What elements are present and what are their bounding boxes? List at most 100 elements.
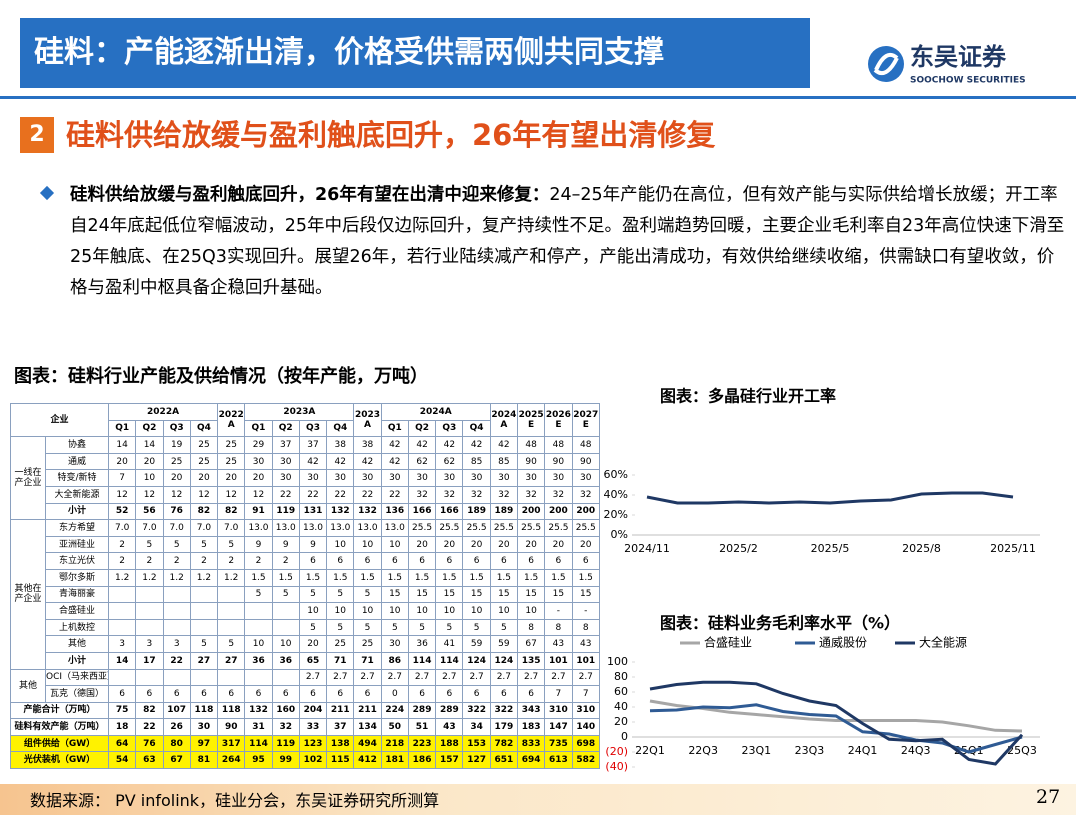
table-cell: 1.2 [217,568,246,587]
header-line: 2022 [218,410,244,421]
table-cell: 5 [244,585,273,604]
table-cell: 38 [326,436,355,454]
table-cell: 20 [162,469,191,487]
table-cell: 12 [189,485,219,504]
table-cell: 6 [162,685,191,703]
table-cell: 6 [489,552,519,570]
table-cell: 2.7 [380,668,409,687]
row-label: 亚洲硅业 [44,535,110,554]
header-cell: Q2 [271,419,300,438]
table-cell: 19 [162,436,191,454]
table-cell: 264 [217,751,246,770]
table-cell: 30 [271,452,300,471]
table-cell: 5 [326,618,355,637]
table-cell: 211 [353,701,382,720]
y-tick-label: 60% [604,468,628,481]
row-label: 光伏装机（GW） [9,751,110,770]
table-cell: 17 [135,651,164,670]
y-tick-label: 20% [604,508,628,521]
table-cell: 22 [298,485,328,504]
table-cell [271,618,300,637]
table-cell: 2.7 [435,668,464,687]
y-tick-label: 20 [614,715,628,728]
table-cell: 43 [571,635,601,653]
table-cell: 2.7 [489,668,519,687]
header-cell: 2022A [108,403,219,421]
table-cell: 5 [298,585,328,604]
table-cell: 43 [435,718,464,736]
table-cell: 613 [544,751,573,770]
header-line: E [582,420,589,431]
table-cell: 124 [462,651,491,670]
table-cell: 2.7 [516,668,546,687]
table-cell: 6 [298,552,328,570]
chart-title: 图表：多晶硅行业开工率 [660,387,836,406]
table-row: 合盛硅业 10 10 10 10 10 10 10 10 10- - [11,602,601,620]
table-cell: 13.0 [244,519,273,537]
table-cell: 1.5 [516,568,546,587]
table-cell: 82 [189,502,219,521]
table-cell: 10 [244,635,273,653]
y-tick-label: (20) [605,745,628,758]
title-bar: 硅料：产能逐渐出清，价格受供需两侧共同支撑 [20,18,810,88]
row-label: 协鑫 [44,436,110,454]
table-cell: 42 [380,452,409,471]
table-cell: 782 [489,734,519,753]
table-cell: 7.0 [162,519,191,537]
x-tick-label: 23Q3 [795,744,825,757]
table-cell: 22 [271,485,300,504]
table-cell: 42 [326,452,355,471]
table-cell: 5 [217,535,246,554]
table-cell: 42 [435,436,464,454]
table-cell: 2 [162,552,191,570]
table-cell: 1.5 [271,568,300,587]
table-cell: 582 [571,751,601,770]
table-cell: 1.5 [544,568,573,587]
table-cell: 27 [217,651,246,670]
table-cell: 6 [326,685,355,703]
header-cell: Q3 [162,419,191,438]
row-label: 青海丽豪 [44,585,110,604]
table-cell: 5 [435,618,464,637]
table-row: 大全新能源 12 12 12 12 12 12 22 22 22 22 22 32 32 32 32 32 32 3… [11,485,601,504]
table-cell: 189 [462,502,491,521]
table-cell: 2.7 [326,668,355,687]
table-cell: 2.7 [298,668,328,687]
table-cell: 2 [189,552,219,570]
table-cell: 37 [326,718,355,736]
table-cell: 91 [244,502,273,521]
table-cell: 13.0 [353,519,382,537]
table-cell: 32 [544,485,573,504]
table-cell: 6 [271,685,300,703]
row-label: 小计 [44,651,110,670]
table-cell: 1.5 [244,568,273,587]
table-cell: 5 [135,535,164,554]
table-cell: 7 [108,469,137,487]
table-cell: 13.0 [271,519,300,537]
table-cell: 32 [271,718,300,736]
y-tick-label: 80 [614,670,628,683]
group-label: 其他 [10,668,46,703]
table-cell: 15 [380,585,409,604]
table-cell: 62 [407,452,437,471]
table-cell: 90 [516,452,546,471]
row-label: 鄂尔多斯 [44,568,110,587]
table-cell: 343 [516,701,546,720]
header-cell: 企业 [9,402,110,438]
table-cell [217,585,246,604]
total-row: 产能合计（万吨） 75 82 107 118 118 132 160 204 211 211 224 2… [9,701,601,720]
table-cell: 15 [462,585,491,604]
table-cell: 107 [162,701,191,720]
table-cell: 42 [462,436,491,454]
table-cell: 30 [271,469,300,487]
section-title: 硅料供给放缓与盈利触底回升，26年有望出清修复 [66,118,716,152]
table-cell: 25.5 [516,519,546,537]
table-cell: 30 [189,718,219,736]
table-row: 亚洲硅业 2 5 5 5 5 9 9 9 10 10 10 20 20 20 20 20 20 20 [11,535,601,554]
chart-title: 图表：硅料业务毛利率水平（%） [660,614,900,633]
table-cell [135,618,164,637]
table-cell: 153 [462,734,491,753]
table-row: 其他 3 3 3 5 5 10 10 20 25 25 30 36 41 59 59 67 43 43 [11,635,601,653]
